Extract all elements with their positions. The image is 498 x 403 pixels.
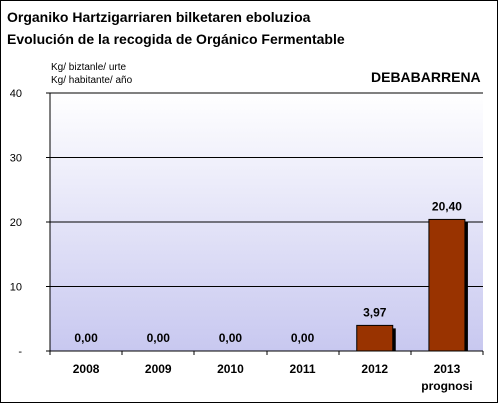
data-label-2012: 3,97 [363,305,387,319]
y-tick-label: 20 [10,217,22,229]
x-tick-label-2012: 2012 [361,362,388,376]
data-label-2008: 0,00 [74,331,98,345]
x-tick-label-2013: 2013 [434,362,461,376]
labels: - 10 20 30 40 0,00 2008 0,00 2009 0,00 2010 0,00 201… [10,88,473,393]
chart-title-basque: Organiko Hartzigarriaren bilketaren ebol… [7,9,311,25]
region-label: DEBABARRENA [371,69,481,85]
data-label-2010: 0,00 [219,331,243,345]
y-tick-label: 40 [10,88,22,100]
y-tick-label: 10 [10,282,22,294]
bars [356,218,468,352]
bar-2013 [428,218,466,352]
x-tick-label-2008: 2008 [73,362,100,376]
y-tick-label: - [18,346,22,358]
data-label-2009: 0,00 [147,331,171,345]
x-tick-label-2009: 2009 [145,362,172,376]
gridlines [50,92,483,287]
y-tick-label: 30 [10,153,22,165]
axes [46,92,484,355]
chart-title-spanish: Evolución de la recogida de Orgánico Fer… [7,31,345,47]
bar-2012 [356,324,394,352]
unit-label-basque: Kg/ biztanle/ urte [51,62,127,73]
data-label-2011: 0,00 [291,331,315,345]
x-sublabel-2013: prognosi [421,379,472,393]
x-tick-label-2010: 2010 [217,362,244,376]
unit-label-spanish: Kg/ habitante/ año [51,75,133,86]
data-label-2013: 20,40 [432,199,462,213]
x-tick-label-2011: 2011 [290,362,316,376]
